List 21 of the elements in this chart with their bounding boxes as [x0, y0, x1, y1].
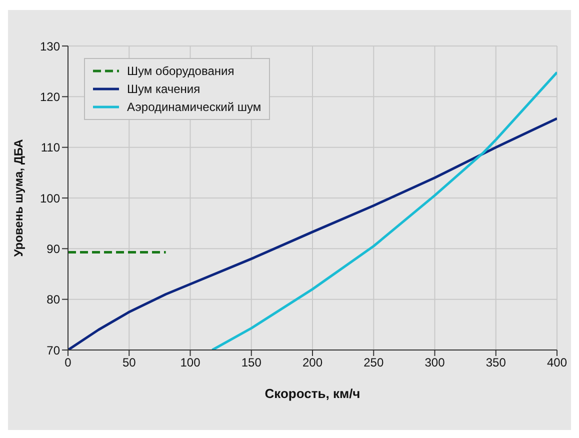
y-tick-label: 120 [40, 90, 60, 104]
x-tick-label: 300 [424, 356, 446, 370]
x-tick-label: 350 [486, 356, 506, 370]
y-tick-label: 100 [40, 191, 60, 206]
y-axis-title: Уровень шума, ДБА [11, 138, 26, 257]
x-tick-label: 200 [302, 356, 323, 370]
y-tick-label: 80 [46, 292, 60, 307]
x-tick-label: 150 [241, 356, 262, 370]
x-axis-title: Скорость, км/ч [264, 386, 360, 401]
x-tick-label: 0 [64, 356, 72, 370]
x-tick-label: 50 [122, 356, 136, 370]
x-tick-label: 100 [180, 356, 201, 370]
y-tick-label: 110 [40, 140, 60, 155]
y-tick-label: 90 [46, 242, 60, 256]
x-tick-label: 400 [546, 356, 568, 370]
legend-label: Шум оборудования [127, 64, 234, 78]
x-tick-label: 250 [364, 356, 384, 370]
legend-label: Аэродинамический шум [127, 100, 262, 114]
legend-label: Шум качения [127, 82, 200, 96]
y-tick-label: 130 [40, 39, 60, 54]
y-tick-label: 70 [46, 343, 60, 358]
